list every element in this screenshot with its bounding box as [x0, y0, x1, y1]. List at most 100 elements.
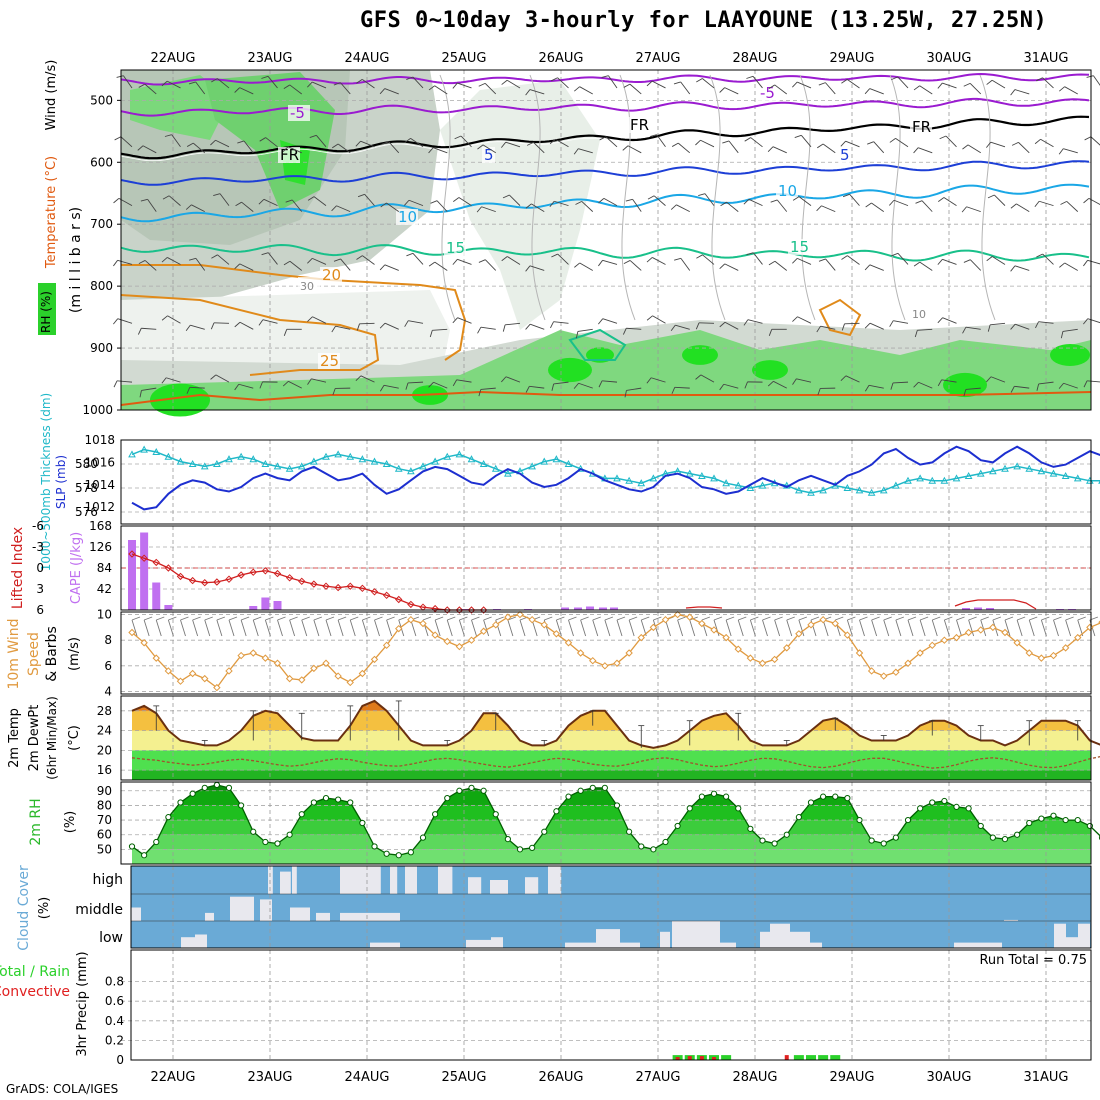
surface-wind-barb	[1004, 619, 1011, 637]
rh-point	[407, 849, 414, 856]
temperature-line	[131, 699, 1100, 749]
surface-wind-barb	[180, 619, 186, 637]
wind-barb	[970, 259, 982, 271]
wind-barb	[845, 140, 860, 148]
rain-bar	[830, 1055, 841, 1060]
top-date-label: 25AUG	[441, 51, 486, 66]
wind-barb	[869, 88, 884, 95]
rh-point	[516, 846, 524, 853]
thickness-point	[1025, 464, 1034, 472]
wind-barb-feather	[379, 385, 385, 392]
wind-barb	[844, 322, 860, 325]
wind-barb-feather	[937, 379, 943, 387]
surface-wind-barb-feather	[980, 616, 989, 621]
wind-speed-point	[1049, 651, 1058, 660]
wind-barb-feather	[161, 80, 168, 87]
surface-wind-barb-feather	[847, 616, 856, 621]
thickness-point	[310, 457, 318, 465]
rh-point	[250, 828, 257, 835]
rh-saturated-region	[943, 372, 987, 398]
wind-isotach	[979, 74, 996, 321]
high-cloud-bar	[490, 880, 508, 894]
wind-barb	[219, 193, 230, 206]
wind-barb-feather	[283, 84, 291, 90]
wind-speed-point	[455, 642, 464, 651]
li-axis-label: Lifted Index	[10, 527, 26, 609]
surface-wind-barb	[301, 619, 308, 637]
lifted-index-line	[685, 606, 723, 609]
wind-speed-point	[1013, 639, 1021, 647]
rh-point	[638, 843, 645, 850]
surface-wind-barb-feather	[362, 616, 371, 621]
wind-barb-feather	[454, 135, 462, 140]
thickness-point	[261, 459, 270, 467]
wind-barb	[578, 382, 593, 389]
rh-point	[698, 793, 705, 800]
surface-wind-barb-feather	[447, 616, 456, 621]
surface-wind-barb-feather	[1065, 616, 1074, 621]
wind-barb-feather	[428, 381, 434, 388]
wind-barb	[485, 259, 497, 271]
wind-barb-feather	[864, 264, 871, 271]
thickness-point	[1049, 469, 1058, 477]
cape-bar	[561, 607, 569, 610]
cape-tick-label: 42	[97, 582, 112, 596]
precip-tick-label: 0.6	[105, 994, 124, 1008]
thickness-point	[976, 469, 985, 477]
wind-barb	[360, 140, 375, 148]
wind-barb-feather	[649, 134, 657, 137]
surface-wind-barb-feather	[398, 616, 407, 621]
wind-barb-feather	[161, 257, 168, 263]
wind-barb	[990, 141, 1006, 148]
wind-speed-point	[431, 631, 439, 639]
rh-frame	[120, 781, 1092, 865]
wind-speed-point	[443, 637, 451, 646]
wind-barb	[752, 76, 763, 89]
wind-barb-feather	[186, 387, 191, 394]
wind-barb	[531, 203, 545, 213]
wind-barb-feather	[164, 134, 172, 137]
wind-barb	[457, 258, 472, 265]
wind-barb-feather	[963, 389, 967, 397]
thickness-point	[237, 452, 245, 460]
surface-wind-barb	[531, 619, 538, 637]
thickness-point	[746, 483, 755, 491]
thickness-point	[904, 476, 912, 484]
wind-barb	[845, 375, 860, 383]
lifted-index-point	[334, 583, 342, 592]
wind-barb	[480, 387, 496, 390]
wind-barb-feather	[1059, 262, 1066, 268]
wind-barb	[434, 85, 448, 95]
wind-barb	[213, 322, 230, 324]
top-date-label: 29AUG	[829, 51, 874, 66]
wind-barb-feather	[501, 79, 508, 85]
thickness-point	[528, 462, 536, 470]
wind-barb-feather	[1083, 260, 1088, 267]
wind-barb	[698, 322, 715, 324]
thickness-point	[431, 457, 439, 465]
middle-cloud-bar	[316, 912, 330, 921]
wind-speed-point	[528, 615, 536, 624]
wind-barb-feather	[1011, 141, 1019, 146]
temp-tick-label: 16	[97, 763, 112, 777]
cape-tick-label: 84	[97, 561, 112, 575]
wind-barb	[1014, 385, 1030, 389]
lifted-index-point	[322, 582, 330, 590]
wind-barb	[846, 78, 860, 89]
wind-barb	[433, 381, 448, 389]
wind-barb-feather	[501, 256, 508, 262]
surface-wind-barb-feather	[774, 616, 783, 621]
wind-barb-feather	[622, 145, 629, 151]
wind-isotach	[709, 74, 726, 321]
wind-barb-feather	[549, 200, 555, 208]
wind-barb	[579, 86, 593, 95]
surface-wind-barb-feather	[895, 616, 905, 621]
wind-barb-feather	[333, 82, 341, 86]
wind-barb	[1018, 142, 1030, 154]
wind-speed-point	[916, 649, 924, 657]
surface-wind-barb-feather	[301, 616, 310, 621]
surface-wind-barb-feather	[325, 616, 335, 621]
surface-wind-barb-feather	[495, 616, 504, 621]
low-cloud-bar	[596, 929, 620, 948]
wind-barb-feather	[647, 195, 655, 200]
